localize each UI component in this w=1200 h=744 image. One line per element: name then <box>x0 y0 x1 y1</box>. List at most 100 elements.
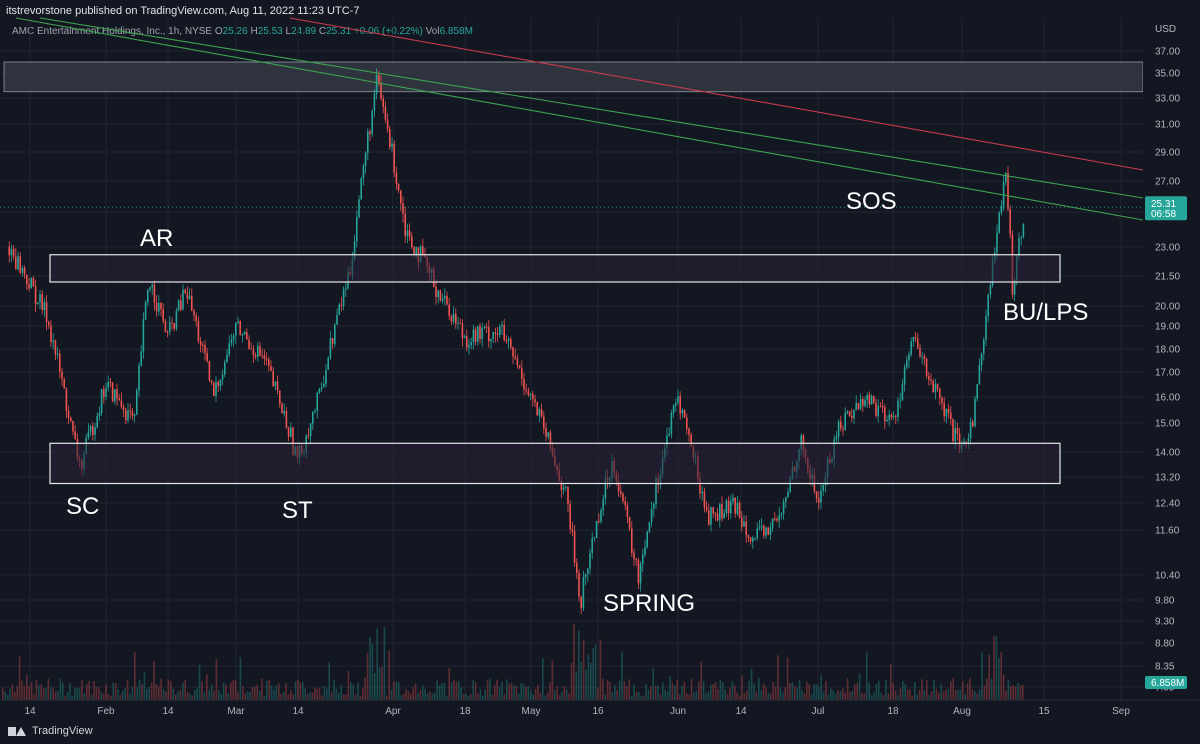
volume-bar <box>354 694 357 700</box>
volume-bar <box>662 682 664 700</box>
volume-bar <box>287 694 290 700</box>
volume-bar <box>64 695 66 700</box>
candle-body <box>793 466 796 472</box>
volume-bar <box>789 683 791 700</box>
volume-bar <box>602 678 604 700</box>
volume-bar <box>707 691 710 700</box>
candle-body <box>936 384 939 390</box>
volume-bar <box>947 688 950 700</box>
volume-bar <box>863 693 866 700</box>
volume-badge <box>1145 676 1187 689</box>
time-tick-label: 14 <box>735 706 747 717</box>
candle-body <box>853 410 855 419</box>
volume-bar <box>414 683 417 700</box>
ar-resistance-zone <box>49 254 1061 283</box>
candle-body <box>312 411 314 424</box>
sc-support-zone <box>49 442 1061 485</box>
price-tick-label: 17.00 <box>1155 368 1180 379</box>
volume-bar <box>258 690 261 700</box>
candle-body <box>461 323 464 339</box>
candle-body <box>243 332 246 335</box>
annotation-label: BU/LPS <box>1003 299 1088 326</box>
candle-body <box>723 513 725 519</box>
volume-bar <box>390 689 393 700</box>
volume-bar <box>110 695 112 700</box>
tradingview-logo[interactable]: TradingView <box>8 725 93 737</box>
volume-bar <box>383 626 386 700</box>
symbol-name[interactable]: AMC Entertainment Holdings, Inc., 1h, NY… <box>12 26 213 37</box>
volume-bar <box>54 691 57 700</box>
volume-bar <box>11 684 14 700</box>
candle-body <box>118 398 120 401</box>
volume-bar <box>796 687 798 700</box>
volume-bar <box>544 695 546 700</box>
volume-bar <box>251 687 254 700</box>
volume-bar <box>400 695 402 700</box>
candle-body <box>1013 280 1016 295</box>
candle-body <box>692 446 695 458</box>
volume-bar <box>9 688 11 700</box>
volume-bar <box>263 695 266 700</box>
candle-body <box>624 501 626 506</box>
candle-body <box>914 337 917 339</box>
candle-body <box>659 473 662 485</box>
volume-bar <box>861 692 863 700</box>
candle-body <box>840 421 842 429</box>
volume-bar <box>506 679 508 700</box>
candle-body <box>316 392 318 411</box>
volume-bar <box>630 695 633 700</box>
candle-body <box>356 217 358 242</box>
candle-body <box>204 344 206 354</box>
candle-body <box>228 343 230 355</box>
candle-body <box>683 409 686 418</box>
volume-bar <box>741 675 743 700</box>
candle-body <box>833 439 835 460</box>
candle-body <box>705 507 708 511</box>
volume-bar <box>470 693 472 700</box>
candle-body <box>844 413 846 430</box>
volume-bar <box>899 688 902 700</box>
candle-body <box>877 406 879 416</box>
volume-bar <box>2 687 4 700</box>
candle-body <box>147 290 149 303</box>
candle-body <box>881 406 884 408</box>
candle-body <box>765 527 767 536</box>
volume-bar <box>834 693 837 700</box>
volume-bar <box>21 680 23 700</box>
candle-body <box>492 332 494 339</box>
volume-bar <box>47 678 50 700</box>
volume-bar <box>522 683 525 700</box>
volume-bar <box>402 693 405 700</box>
volume-bar <box>1017 682 1019 700</box>
candle-body <box>468 345 470 348</box>
candle-body <box>230 339 233 344</box>
volume-bar <box>179 690 182 700</box>
candle-body <box>813 474 816 492</box>
volume-label: Vol <box>425 26 440 37</box>
volume-bar <box>326 688 328 700</box>
candle-body <box>945 408 948 417</box>
volume-bar <box>362 688 364 700</box>
volume-badge-value: 6.858M <box>1151 678 1184 689</box>
candle-body <box>897 400 899 417</box>
candle-body <box>336 314 338 325</box>
volume-bar <box>59 678 62 700</box>
candle-body <box>653 503 655 509</box>
candle-body <box>503 324 505 341</box>
volume-bar <box>537 684 539 700</box>
candle-body <box>202 344 204 346</box>
candle-body <box>94 427 96 435</box>
volume-bar <box>191 695 194 700</box>
price-tick-label: 35.00 <box>1155 69 1180 80</box>
candle-body <box>144 302 147 320</box>
annotation-label: SPRING <box>603 590 695 617</box>
candle-body <box>510 338 512 348</box>
candle-body <box>516 358 519 366</box>
candle-body <box>912 337 915 342</box>
candle-body <box>983 339 985 354</box>
volume-bar <box>35 680 38 700</box>
candle-body <box>448 304 450 316</box>
candle-body <box>426 257 428 267</box>
volume-bar <box>906 689 909 700</box>
